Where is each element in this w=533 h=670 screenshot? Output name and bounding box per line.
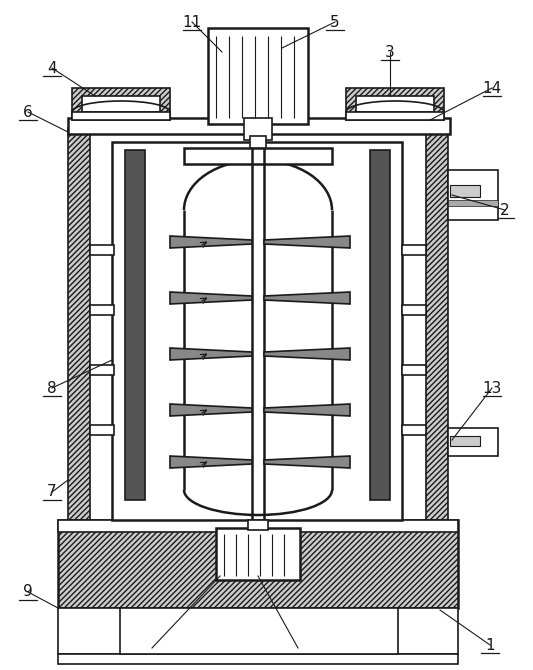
Bar — [112, 142, 402, 520]
Bar — [346, 112, 444, 120]
Polygon shape — [58, 608, 140, 654]
Bar — [68, 128, 90, 520]
Polygon shape — [264, 236, 350, 248]
Polygon shape — [170, 236, 252, 248]
Bar — [208, 28, 308, 124]
Text: 7: 7 — [47, 484, 57, 500]
Bar — [448, 170, 498, 220]
Bar — [250, 136, 266, 148]
Bar — [248, 520, 268, 530]
Bar — [58, 520, 458, 608]
Bar — [120, 608, 398, 654]
Bar — [68, 118, 450, 134]
Text: 3: 3 — [385, 44, 395, 60]
Bar — [82, 96, 160, 112]
Text: 6: 6 — [23, 105, 33, 119]
Polygon shape — [378, 608, 458, 654]
Bar — [90, 425, 114, 435]
Polygon shape — [170, 404, 252, 416]
Bar — [448, 428, 498, 456]
Bar — [450, 185, 480, 197]
Text: 1: 1 — [485, 637, 495, 653]
Bar — [184, 148, 332, 164]
Text: 11: 11 — [182, 15, 201, 29]
Bar — [402, 245, 426, 255]
Bar — [90, 245, 114, 255]
Polygon shape — [264, 348, 350, 360]
Bar — [356, 96, 434, 112]
Polygon shape — [170, 292, 252, 304]
Text: 5: 5 — [330, 15, 340, 29]
Text: 9: 9 — [23, 584, 33, 600]
Bar — [58, 520, 458, 532]
Polygon shape — [264, 404, 350, 416]
Bar — [448, 200, 498, 206]
Bar — [72, 88, 170, 120]
Bar — [450, 436, 480, 446]
Bar — [244, 118, 272, 140]
Text: 12: 12 — [288, 641, 308, 655]
Bar — [216, 528, 300, 580]
Bar — [346, 88, 444, 120]
Text: 10: 10 — [142, 641, 161, 655]
Bar — [72, 112, 170, 120]
Text: 8: 8 — [47, 381, 57, 395]
Bar — [90, 305, 114, 315]
Bar — [426, 128, 448, 520]
Text: 4: 4 — [47, 60, 57, 76]
Polygon shape — [264, 456, 350, 468]
Polygon shape — [170, 456, 252, 468]
Text: 2: 2 — [500, 202, 510, 218]
Bar — [58, 654, 458, 664]
Bar — [402, 305, 426, 315]
Bar — [125, 150, 145, 500]
Bar — [90, 365, 114, 375]
Bar — [402, 425, 426, 435]
Polygon shape — [170, 348, 252, 360]
Bar — [402, 365, 426, 375]
Polygon shape — [264, 292, 350, 304]
Text: 14: 14 — [482, 80, 502, 96]
Bar — [370, 150, 390, 500]
Text: 13: 13 — [482, 381, 502, 395]
